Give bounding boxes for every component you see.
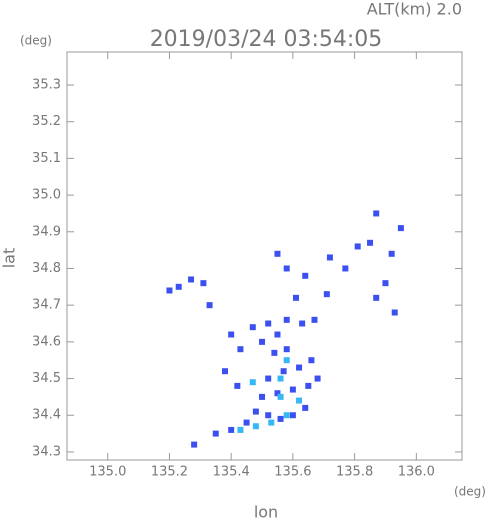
x-tick-label: 135.4 — [213, 465, 250, 480]
echo-point — [249, 324, 256, 331]
echo-point — [259, 393, 266, 400]
x-tick-label: 136.0 — [398, 465, 435, 480]
y-tick-label: 35.2 — [32, 114, 61, 129]
echo-point — [265, 320, 272, 327]
plot-frame — [66, 51, 463, 461]
x-tick-label: 135.8 — [336, 465, 373, 480]
echo-point — [265, 375, 272, 382]
echo-point — [314, 375, 321, 382]
x-tick-label: 135.0 — [89, 465, 126, 480]
echo-point — [188, 276, 195, 283]
echo-point — [311, 316, 318, 323]
echo-point — [305, 382, 312, 389]
echo-point — [228, 331, 235, 338]
echo-point — [252, 408, 259, 415]
echo-point — [259, 338, 266, 345]
echo-point — [277, 415, 284, 422]
echo-point — [283, 316, 290, 323]
echo-point — [191, 441, 198, 448]
echo-point — [265, 412, 272, 419]
echo-point — [382, 280, 389, 287]
echo-point — [388, 250, 395, 257]
echo-point — [296, 397, 303, 404]
echo-point — [373, 294, 380, 301]
echo-point — [302, 404, 309, 411]
x-tick-label: 135.6 — [274, 465, 311, 480]
echo-point — [271, 349, 278, 356]
echo-point — [289, 412, 296, 419]
echo-point — [274, 390, 281, 397]
echo-point — [200, 280, 207, 287]
echo-point — [283, 346, 290, 353]
echo-point — [268, 419, 275, 426]
echo-point — [292, 294, 299, 301]
echo-point — [342, 265, 349, 272]
y-tick-label: 34.8 — [32, 261, 61, 276]
echo-point — [175, 283, 182, 290]
chart-title: 2019/03/24 03:54:05 — [150, 27, 383, 52]
echo-point — [354, 243, 361, 250]
echo-point — [326, 254, 333, 261]
echo-point — [280, 368, 287, 375]
y-tick-label: 34.7 — [32, 298, 61, 313]
y-tick-label: 35.3 — [32, 78, 61, 93]
echo-point — [166, 287, 173, 294]
echo-point — [289, 386, 296, 393]
echo-point — [299, 320, 306, 327]
y-tick-label: 34.6 — [32, 334, 61, 349]
y-tick-label: 34.9 — [32, 224, 61, 239]
x-unit: (deg) — [454, 485, 486, 499]
y-tick-label: 34.5 — [32, 371, 61, 386]
echo-point — [252, 423, 259, 430]
y-tick-label: 35.0 — [32, 188, 61, 203]
echo-point — [296, 364, 303, 371]
y-tick-label: 34.3 — [32, 444, 61, 459]
echo-point — [308, 357, 315, 364]
echo-point — [283, 265, 290, 272]
echo-point — [397, 225, 404, 232]
echo-point — [302, 272, 309, 279]
echo-point — [367, 239, 374, 246]
y-axis-label: lat — [0, 248, 19, 269]
echo-point — [222, 368, 228, 375]
echo-point — [249, 379, 256, 386]
echo-point — [277, 375, 284, 382]
echo-point — [237, 426, 244, 433]
echo-point — [228, 426, 235, 433]
x-axis-label: lon — [254, 503, 278, 522]
y-unit: (deg) — [20, 34, 52, 48]
echo-point — [283, 412, 290, 419]
echo-point — [243, 419, 250, 426]
echo-point — [212, 430, 219, 437]
echo-point — [234, 382, 241, 389]
y-tick-label: 34.4 — [32, 408, 61, 423]
echo-point — [237, 346, 244, 353]
echo-point — [323, 291, 330, 298]
echo-point — [206, 302, 213, 309]
subtitle: ALT(km) 2.0 — [367, 0, 462, 19]
y-tick-label: 35.1 — [32, 151, 61, 166]
echo-point — [274, 331, 281, 338]
x-tick-label: 135.2 — [151, 465, 188, 480]
echo-point — [283, 357, 290, 364]
echo-point — [277, 393, 284, 400]
echo-point — [274, 250, 281, 257]
echo-point — [373, 210, 380, 217]
echo-point — [391, 309, 398, 316]
